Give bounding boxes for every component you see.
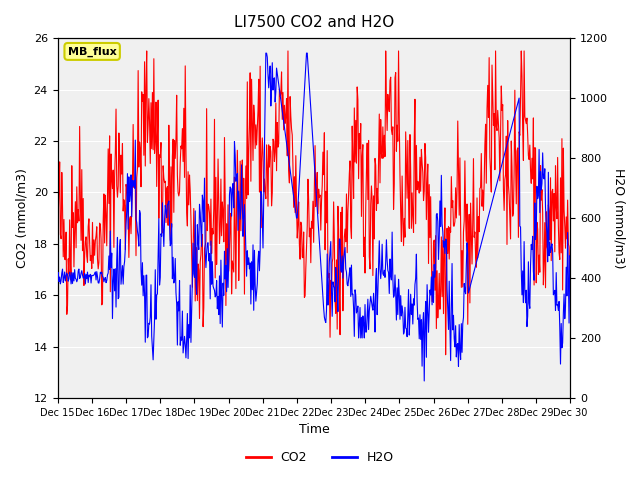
Title: LI7500 CO2 and H2O: LI7500 CO2 and H2O [234,15,394,30]
Y-axis label: CO2 (mmol/m3): CO2 (mmol/m3) [15,168,28,268]
X-axis label: Time: Time [299,423,330,436]
Y-axis label: H2O (mmol/m3): H2O (mmol/m3) [612,168,625,268]
Text: MB_flux: MB_flux [68,46,116,57]
Legend: CO2, H2O: CO2, H2O [241,446,399,469]
